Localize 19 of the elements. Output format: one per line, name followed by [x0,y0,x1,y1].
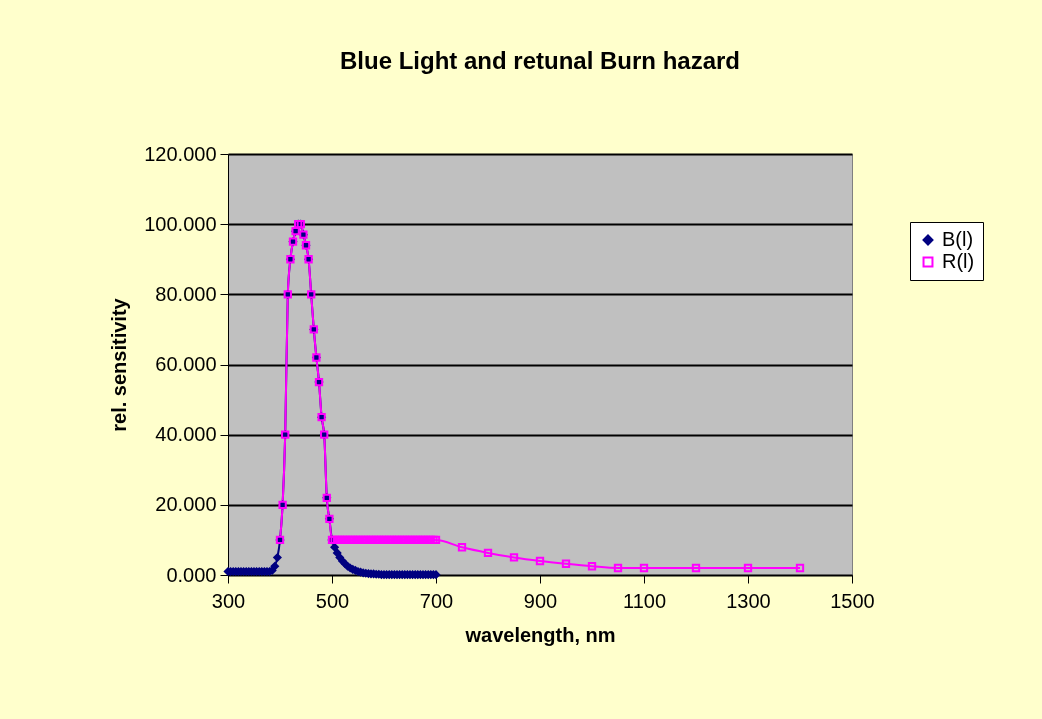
x-tick-label: 500 [315,589,350,612]
x-tick-label: 1300 [726,589,771,612]
chart-title: Blue Light and retunal Burn hazard [339,47,741,74]
x-axis-title: wavelength, nm [464,623,616,646]
legend-label: R(l) [942,250,975,272]
y-tick-label: 80.000 [155,282,217,305]
y-tick-label: 40.000 [155,423,217,446]
y-tick-label: 120.000 [144,142,217,165]
x-tick-label: 1100 [622,589,667,612]
x-tick-label: 900 [523,589,558,612]
y-tick-label: 60.000 [155,353,217,375]
y-axis-title: rel. sensitivity [108,297,131,432]
y-tick-label: 20.000 [155,493,217,516]
y-tick-label: 0.000 [166,563,217,586]
x-tick-label: 700 [419,589,454,612]
x-tick-label: 300 [211,589,246,612]
legend-label: B(l) [942,228,974,250]
x-tick-label: 1500 [830,589,875,612]
y-tick-label: 100.000 [144,212,217,235]
